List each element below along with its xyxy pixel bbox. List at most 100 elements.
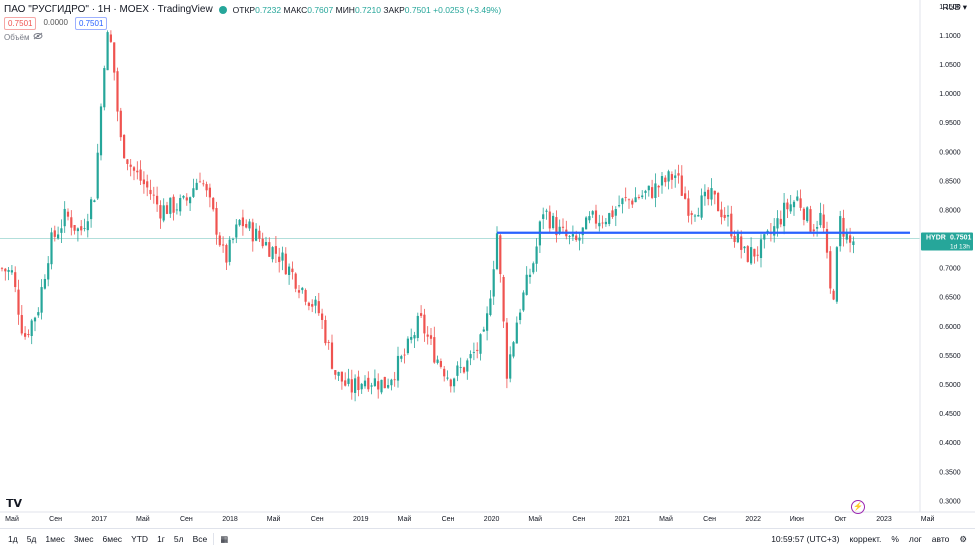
- candle-body: [743, 246, 746, 249]
- candle-body: [436, 359, 439, 363]
- range-button[interactable]: 5д: [26, 534, 37, 544]
- symbol-title[interactable]: ПАО "РУСГИДРО" · 1Н · MOEX · TradingView: [4, 4, 213, 15]
- candle-body: [24, 333, 27, 337]
- candle-body: [393, 379, 396, 381]
- candle-body: [756, 254, 759, 256]
- candle-body: [416, 315, 419, 338]
- sell-price-pill[interactable]: 0.7501: [4, 17, 37, 30]
- candle-body: [604, 221, 607, 225]
- clock-time[interactable]: 10:59:57 (UTC+3): [771, 534, 840, 544]
- x-tick-label: Май: [5, 515, 19, 523]
- candle-body: [231, 238, 235, 240]
- candle-body: [304, 289, 307, 302]
- candle-body: [710, 188, 713, 200]
- candle-body: [142, 179, 145, 185]
- candle-body: [664, 177, 667, 183]
- candle-body: [651, 187, 654, 198]
- calendar-icon[interactable]: ▦: [220, 533, 229, 544]
- currency-select[interactable]: RUB ▾: [942, 2, 967, 13]
- candle-body: [14, 272, 17, 288]
- chart-option-toggle[interactable]: %: [891, 534, 899, 544]
- candle-body: [258, 230, 261, 239]
- candle-body: [403, 354, 406, 356]
- range-button[interactable]: 5л: [173, 534, 184, 544]
- candle-body: [387, 385, 390, 388]
- candle-body: [555, 217, 558, 236]
- candle-body: [502, 276, 505, 322]
- candle-body: [413, 335, 416, 339]
- candle-body: [614, 209, 617, 216]
- buy-price-pill[interactable]: 0.7501: [74, 17, 108, 30]
- candle-body: [700, 195, 703, 218]
- candle-body: [10, 270, 13, 273]
- chart-option-toggle[interactable]: авто: [931, 534, 950, 544]
- order-pills: 0.7501 0.0000 0.7501: [4, 17, 108, 30]
- lightning-icon[interactable]: ⚡: [851, 500, 865, 514]
- range-button[interactable]: 3мес: [73, 534, 94, 544]
- candle-body: [66, 211, 70, 217]
- candle-body: [76, 228, 79, 232]
- range-button[interactable]: 6мес: [102, 534, 123, 544]
- candle-body: [660, 176, 664, 186]
- candle-body: [717, 192, 720, 212]
- eye-off-icon[interactable]: [33, 32, 43, 42]
- candle-body: [618, 205, 621, 207]
- candle-body: [568, 236, 571, 237]
- y-tick-label: 0.9500: [939, 120, 961, 127]
- candle-body: [123, 134, 126, 159]
- y-tick-label: 1.0500: [939, 62, 961, 69]
- candle-body: [730, 213, 733, 237]
- candle-body: [802, 208, 805, 220]
- candle-body: [515, 322, 518, 344]
- candle-body: [400, 356, 403, 359]
- candle-body: [469, 354, 472, 359]
- gear-icon[interactable]: ⚙: [959, 533, 967, 544]
- x-tick-label: Сен: [572, 516, 585, 523]
- candle-body: [324, 320, 327, 344]
- market-status-icon: [218, 5, 227, 14]
- candle-body: [330, 342, 334, 369]
- candle-body: [380, 379, 383, 393]
- candle-body: [57, 234, 60, 239]
- candle-body: [713, 190, 716, 195]
- candle-body: [222, 244, 225, 246]
- candle-body: [4, 268, 7, 272]
- candle-body: [690, 213, 693, 215]
- volume-toggle[interactable]: Объём: [4, 32, 43, 42]
- candle-body: [225, 245, 228, 263]
- candle-body: [627, 199, 631, 201]
- x-tick-label: Сен: [442, 516, 455, 523]
- candle-body: [670, 174, 673, 180]
- volume-label: Объём: [4, 32, 30, 42]
- range-button[interactable]: YTD: [131, 534, 149, 544]
- candle-body: [152, 194, 155, 196]
- candle-body: [119, 110, 122, 138]
- candle-body: [647, 185, 650, 191]
- range-button[interactable]: 1г: [157, 534, 165, 544]
- chart-option-toggle[interactable]: лог: [908, 534, 922, 544]
- x-tick-label: 2023: [876, 516, 892, 523]
- candle-body: [228, 239, 231, 262]
- candle-body: [522, 292, 525, 311]
- candle-body: [340, 371, 343, 382]
- candle-body: [390, 379, 393, 386]
- candle-body: [301, 287, 304, 291]
- x-tick-label: 2020: [484, 516, 500, 523]
- candle-body: [677, 173, 680, 176]
- candle-body: [459, 367, 462, 368]
- candle-body: [218, 235, 221, 246]
- price-tag-countdown: 1d 13h: [950, 243, 970, 250]
- range-button[interactable]: Все: [192, 534, 208, 544]
- range-button[interactable]: 1мес: [45, 534, 65, 544]
- candle-body: [684, 193, 687, 199]
- candle-body: [819, 212, 822, 226]
- candle-body: [799, 198, 802, 208]
- tradingview-logo-icon[interactable]: 𝗧𝗩: [6, 498, 23, 510]
- range-button[interactable]: 1д: [8, 534, 18, 544]
- chart-option-toggle[interactable]: коррект.: [849, 534, 882, 544]
- x-tick-label: 2021: [615, 516, 631, 523]
- candle-body: [17, 289, 20, 315]
- candle-body: [482, 329, 485, 332]
- candle-body: [294, 273, 297, 289]
